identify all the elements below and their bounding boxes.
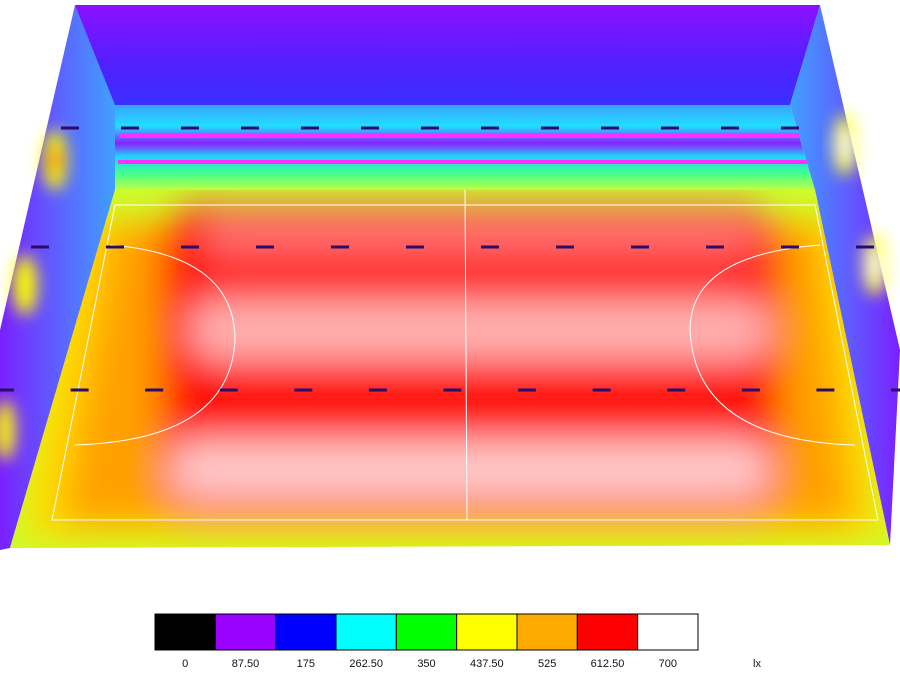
legend-label: 175	[297, 658, 315, 670]
luminaire	[481, 126, 499, 130]
luminaire	[601, 126, 619, 130]
legend-label: 87.50	[232, 658, 260, 670]
luminaire	[631, 245, 649, 249]
luminaire	[781, 126, 799, 130]
luminaire	[70, 388, 89, 392]
stand-stripe	[120, 133, 810, 138]
luminaire	[219, 388, 238, 392]
luminaire	[106, 245, 124, 249]
luminaire	[181, 245, 199, 249]
luminaire	[856, 245, 874, 249]
luminaire	[816, 388, 835, 392]
luminaire	[61, 126, 79, 130]
luminaire	[181, 126, 199, 130]
legend-label: 612.50	[591, 658, 625, 670]
right-wall	[790, 5, 900, 545]
luminaire	[741, 388, 760, 392]
stands	[105, 105, 815, 190]
luminaires	[0, 126, 900, 392]
luminaire	[481, 245, 499, 249]
legend-label: 525	[538, 658, 556, 670]
luminaire	[121, 126, 139, 130]
luminaire	[241, 126, 259, 130]
luminaire	[31, 245, 49, 249]
floor	[10, 190, 890, 548]
court-lines	[51, 190, 879, 521]
luminaire	[667, 388, 686, 392]
legend-swatch	[275, 613, 337, 651]
luminaire	[706, 245, 724, 249]
stand-stripe	[118, 160, 810, 164]
luminaire	[661, 126, 679, 130]
legend-label: 0	[182, 658, 188, 670]
luminaire	[368, 388, 387, 392]
legend-swatch	[516, 613, 578, 651]
legend-swatch	[576, 613, 639, 651]
luminaire	[301, 126, 319, 130]
luminaire	[891, 388, 900, 392]
luminaire	[145, 388, 164, 392]
legend-swatch	[637, 613, 699, 651]
legend-label: 262.50	[349, 658, 383, 670]
left-wall-spots	[0, 130, 67, 460]
luminaire	[361, 126, 379, 130]
luminaire	[541, 126, 559, 130]
legend-swatch	[395, 613, 458, 651]
back-wall	[75, 5, 820, 105]
legend-swatch	[214, 613, 277, 651]
left-wall	[0, 5, 115, 550]
luminaire	[421, 126, 439, 130]
luminaire	[406, 245, 424, 249]
legend-label: 700	[659, 658, 677, 670]
legend-unit: lx	[753, 658, 761, 670]
legend: lx 0 87.50 175 262.50 350 437.50 525 612.50 700	[154, 613, 761, 670]
luminaire	[256, 245, 274, 249]
luminaire	[721, 126, 739, 130]
right-wall-spots	[833, 115, 887, 295]
legend-label: 350	[417, 658, 435, 670]
legend-swatch	[456, 613, 518, 651]
legend-swatch	[335, 613, 397, 651]
luminaire	[518, 388, 537, 392]
luminaire	[592, 388, 611, 392]
luminaire	[781, 245, 799, 249]
luminaire	[556, 245, 574, 249]
legend-label: 437.50	[470, 658, 504, 670]
luminaire	[0, 388, 14, 392]
luminaire	[443, 388, 462, 392]
luminaire	[331, 245, 349, 249]
legend-swatch	[154, 613, 216, 651]
luminaire	[294, 388, 313, 392]
